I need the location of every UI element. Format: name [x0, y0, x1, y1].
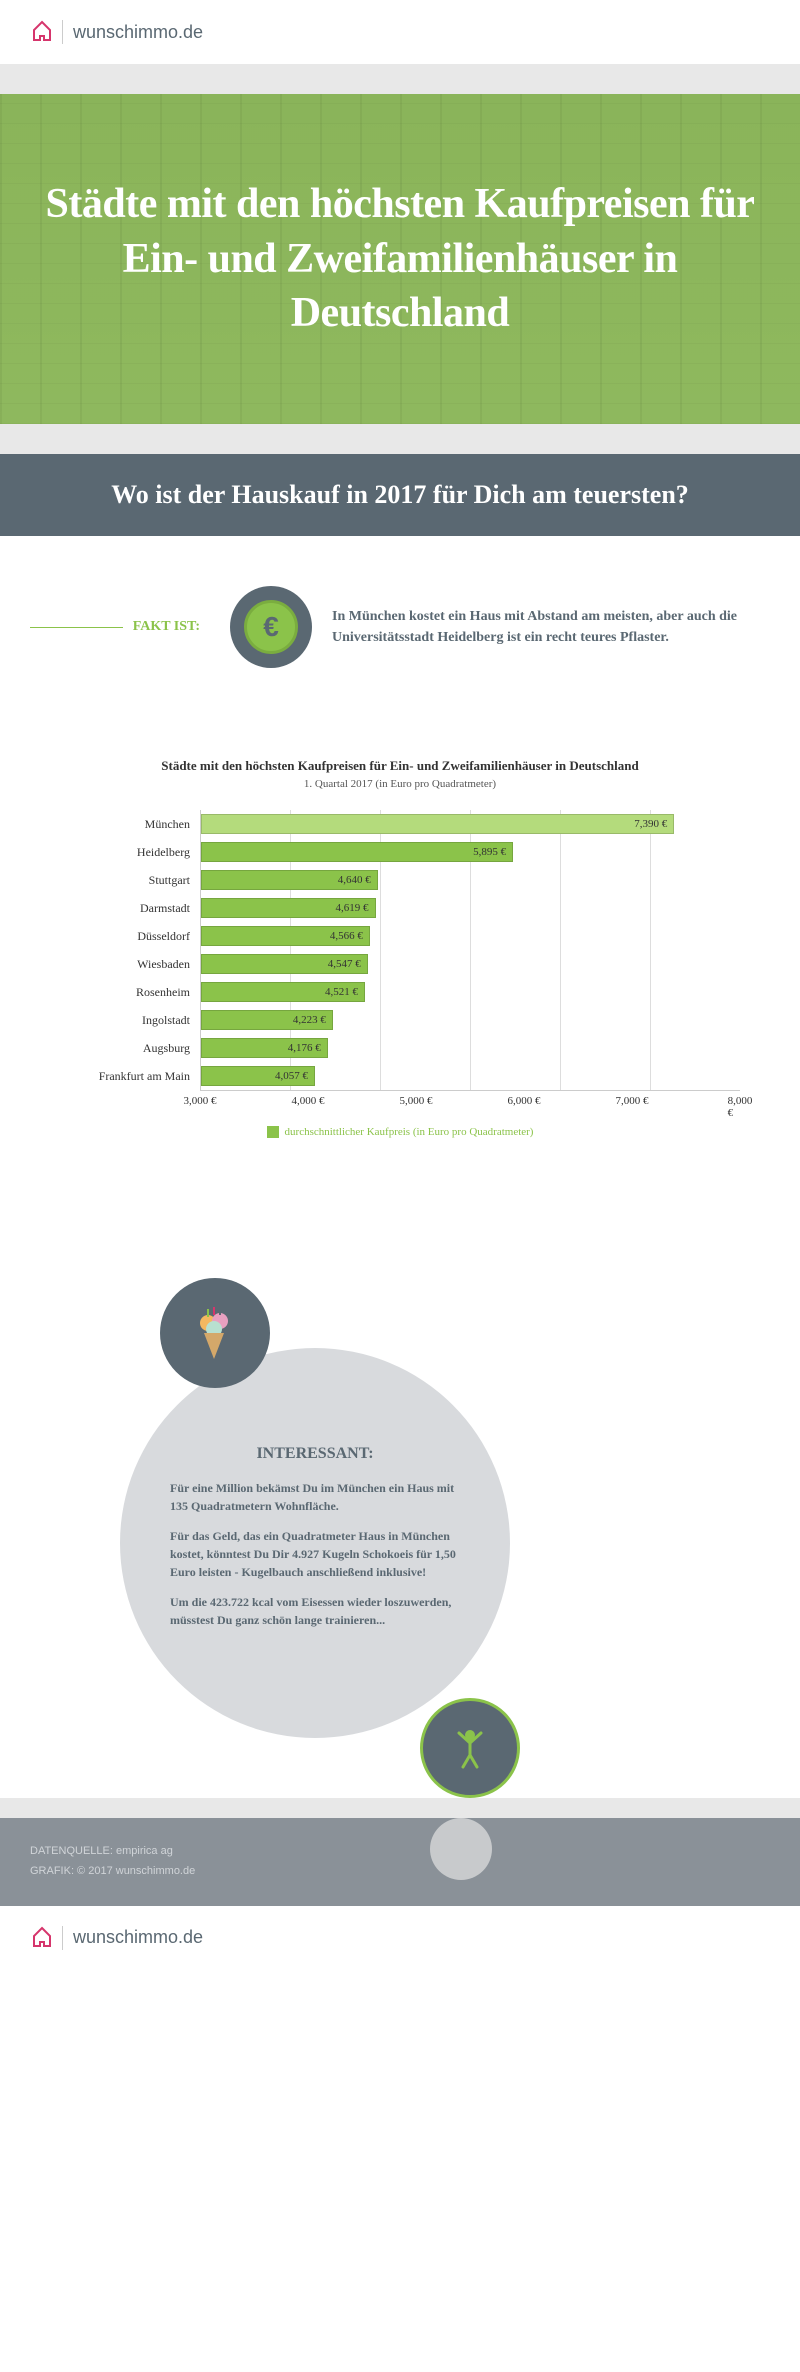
footer-brand-name: wunschimmo.de — [73, 1927, 203, 1948]
city-label: Ingolstadt — [60, 1006, 200, 1034]
logo-icon — [30, 1926, 54, 1950]
interesting-title: INTERESSANT: — [170, 1445, 460, 1463]
decorative-circle — [430, 1818, 492, 1880]
graphic-credit: GRAFIK: © 2017 wunschimmo.de — [30, 1862, 770, 1882]
icecream-icon — [160, 1278, 270, 1388]
bar-row: 4,176 € — [201, 1034, 740, 1062]
bar-value: 4,547 € — [328, 958, 361, 970]
bar-value: 7,390 € — [634, 818, 667, 830]
header-separator — [62, 20, 63, 44]
question-banner: Wo ist der Hauskauf in 2017 für Dich am … — [0, 454, 800, 536]
bar-value: 4,566 € — [330, 930, 363, 942]
city-label: Stuttgart — [60, 866, 200, 894]
data-source: DATENQUELLE: empirica ag — [30, 1842, 770, 1862]
bar-value: 4,521 € — [325, 986, 358, 998]
interesting-p3: Um die 423.722 kcal vom Eisessen wieder … — [170, 1593, 460, 1629]
interesting-section: INTERESSANT: Für eine Million bekämst Du… — [0, 1198, 800, 1798]
x-tick: 8,000 € — [728, 1095, 753, 1119]
bar-row: 4,521 € — [201, 978, 740, 1006]
bar: 5,895 € — [201, 842, 513, 862]
bar-row: 4,640 € — [201, 866, 740, 894]
bar: 4,223 € — [201, 1010, 333, 1030]
bar-value: 4,223 € — [293, 1014, 326, 1026]
bar: 4,640 € — [201, 870, 378, 890]
bar-row: 4,619 € — [201, 894, 740, 922]
hero-title: Städte mit den höchsten Kaufpreisen für … — [40, 177, 760, 341]
bar-value: 4,640 € — [338, 874, 371, 886]
interesting-p2: Für das Geld, das ein Quadratmeter Haus … — [170, 1527, 460, 1581]
bar-row: 4,057 € — [201, 1062, 740, 1090]
footer-logo: wunschimmo.de — [0, 1906, 800, 1980]
bar-row: 7,390 € — [201, 810, 740, 838]
legend-swatch — [267, 1126, 279, 1138]
bar: 4,547 € — [201, 954, 368, 974]
x-tick: 7,000 € — [616, 1095, 649, 1107]
brand-name: wunschimmo.de — [73, 22, 203, 43]
bar: 4,521 € — [201, 982, 365, 1002]
x-tick: 5,000 € — [400, 1095, 433, 1107]
bar: 4,057 € — [201, 1066, 315, 1086]
x-tick: 4,000 € — [292, 1095, 325, 1107]
city-label: Düsseldorf — [60, 922, 200, 950]
footer-source: DATENQUELLE: empirica ag GRAFIK: © 2017 … — [0, 1798, 800, 1906]
fact-section: FAKT IST: € In München kostet ein Haus m… — [0, 536, 800, 718]
bar-chart: MünchenHeidelbergStuttgartDarmstadtDüsse… — [60, 810, 740, 1090]
fact-text: In München kostet ein Haus mit Abstand a… — [332, 606, 770, 648]
interesting-p1: Für eine Million bekämst Du im München e… — [170, 1479, 460, 1515]
x-tick: 6,000 € — [508, 1095, 541, 1107]
euro-coin-icon: € — [230, 586, 312, 668]
fact-line — [30, 627, 123, 628]
bar: 7,390 € — [201, 814, 674, 834]
logo-icon — [30, 20, 54, 44]
city-label: München — [60, 810, 200, 838]
fact-label-wrap: FAKT IST: — [30, 619, 210, 635]
chart-subtitle: 1. Quartal 2017 (in Euro pro Quadratmete… — [60, 778, 740, 790]
chart-title: Städte mit den höchsten Kaufpreisen für … — [60, 758, 740, 774]
chart-section: Städte mit den höchsten Kaufpreisen für … — [0, 718, 800, 1198]
x-tick: 3,000 € — [184, 1095, 217, 1107]
bar-value: 5,895 € — [473, 846, 506, 858]
bar-value: 4,619 € — [336, 902, 369, 914]
fact-label: FAKT IST: — [123, 619, 210, 635]
legend-text: durchschnittlicher Kaufpreis (in Euro pr… — [285, 1126, 534, 1138]
bar: 4,566 € — [201, 926, 370, 946]
bar-value: 4,057 € — [275, 1070, 308, 1082]
city-label: Wiesbaden — [60, 950, 200, 978]
bar-row: 4,223 € — [201, 1006, 740, 1034]
bar-row: 4,566 € — [201, 922, 740, 950]
bar-value: 4,176 € — [288, 1042, 321, 1054]
city-label: Heidelberg — [60, 838, 200, 866]
training-icon — [420, 1698, 520, 1798]
city-label: Rosenheim — [60, 978, 200, 1006]
city-label: Frankfurt am Main — [60, 1062, 200, 1090]
hero-banner: Städte mit den höchsten Kaufpreisen für … — [0, 64, 800, 454]
footer-separator — [62, 1926, 63, 1950]
info-circle: INTERESSANT: Für eine Million bekämst Du… — [120, 1348, 510, 1738]
city-label: Augsburg — [60, 1034, 200, 1062]
bar-row: 5,895 € — [201, 838, 740, 866]
bar: 4,619 € — [201, 898, 376, 918]
bar: 4,176 € — [201, 1038, 328, 1058]
chart-legend: durchschnittlicher Kaufpreis (in Euro pr… — [60, 1126, 740, 1138]
city-label: Darmstadt — [60, 894, 200, 922]
bar-row: 4,547 € — [201, 950, 740, 978]
header: wunschimmo.de — [0, 0, 800, 64]
